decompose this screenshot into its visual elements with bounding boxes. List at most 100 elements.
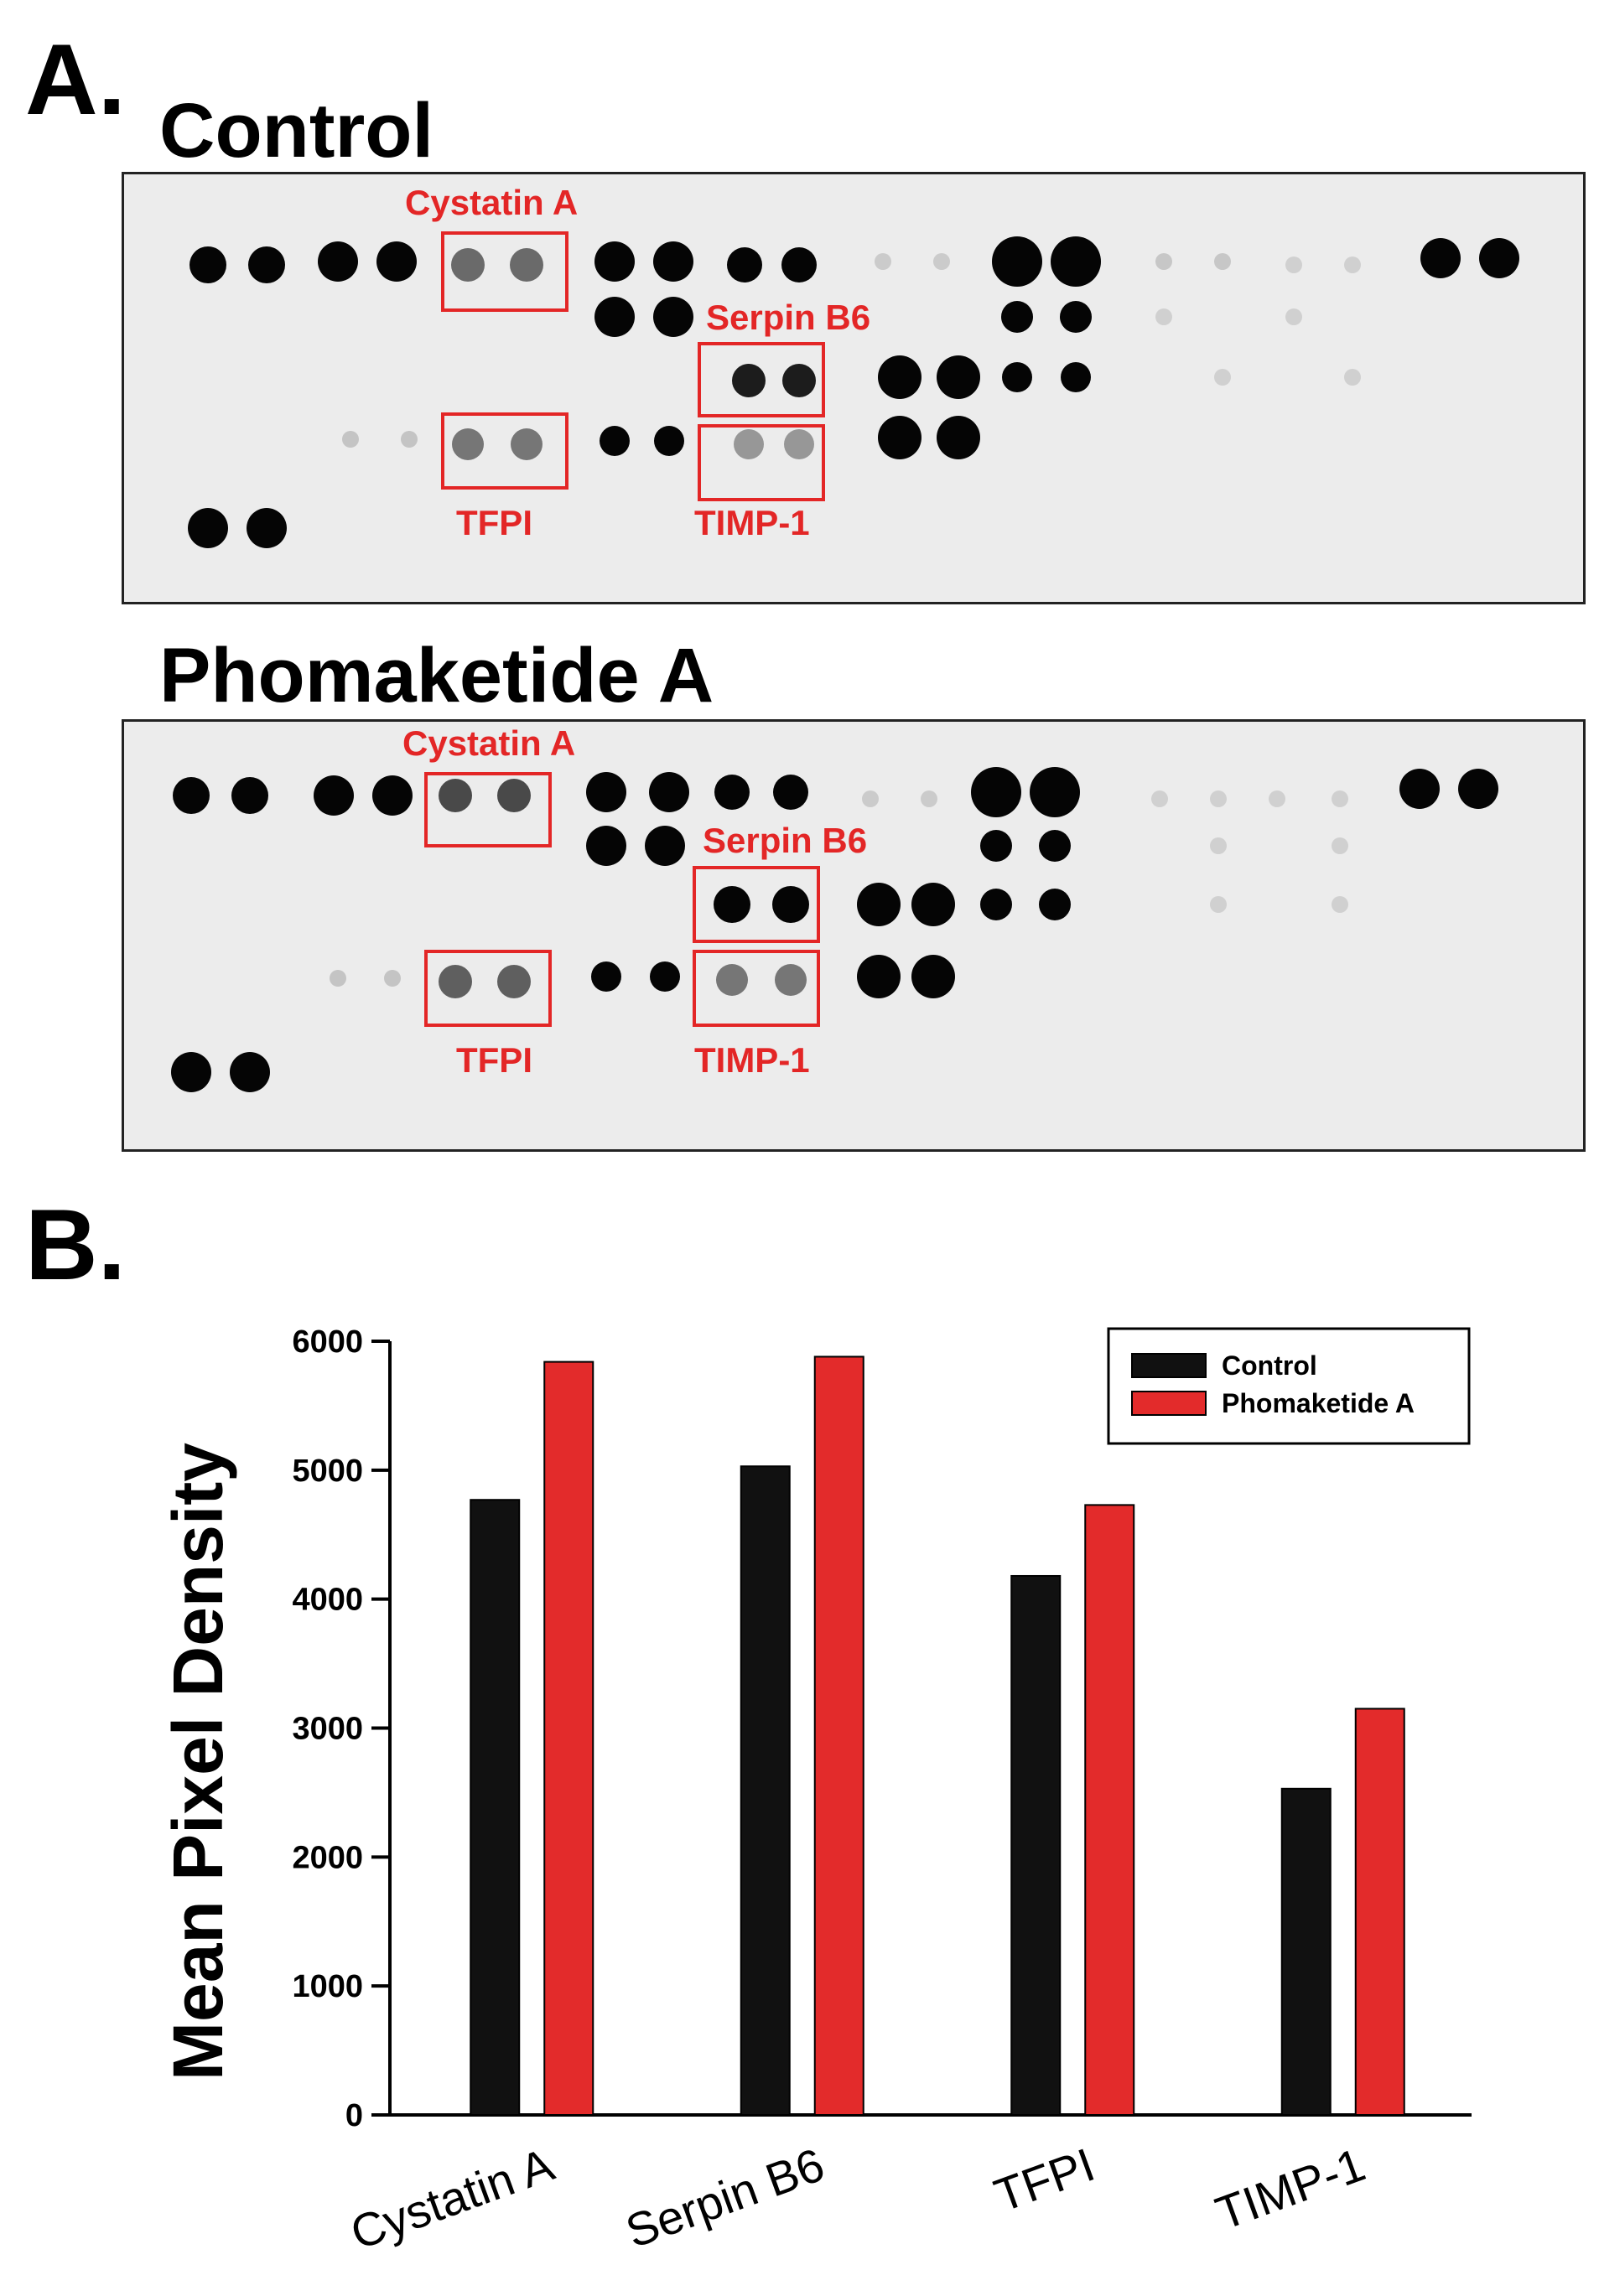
blot-spot <box>714 886 750 923</box>
blot-spot <box>594 297 635 337</box>
bar-phomaketide-a-serpin-b6 <box>813 1355 864 2116</box>
blot-spot <box>231 777 268 814</box>
blot-spot <box>1001 301 1033 333</box>
blot-spot <box>734 429 764 459</box>
blot-spot <box>318 241 358 282</box>
blot-spot <box>1060 301 1092 333</box>
label-cystatin-a: Cystatin A <box>402 723 575 763</box>
y-tick-label: 4000 <box>292 1583 363 1618</box>
blot-spot <box>1210 837 1227 854</box>
blot-spot <box>921 790 937 807</box>
blot-spot <box>1458 769 1498 809</box>
blot-spot <box>342 431 359 448</box>
blot-spot <box>1332 896 1348 913</box>
blot-spot <box>645 826 685 866</box>
blot-spot <box>1344 257 1361 273</box>
label-serpin-b6: Serpin B6 <box>706 298 870 337</box>
blot-spot <box>1002 362 1032 392</box>
blot-spot <box>1332 790 1348 807</box>
blot-spots <box>171 767 1498 1092</box>
blot-spot <box>1214 253 1231 270</box>
blot-spot <box>1210 896 1227 913</box>
blot-spot <box>653 241 693 282</box>
blot-spot <box>878 416 922 459</box>
legend-label: Control <box>1222 1350 1317 1381</box>
blot-spot <box>497 779 531 812</box>
highlight-box-serpin-b6 <box>698 342 825 417</box>
x-tick-label: Cystatin A <box>344 2138 561 2260</box>
blot-spot <box>784 429 814 459</box>
blot-svg-phomaketide-a: Cystatin A Serpin B6 TFPI TIMP-1 <box>171 723 1498 1092</box>
blot-spot <box>510 248 543 282</box>
highlight-box-cystatin-a <box>424 772 552 847</box>
y-tick-label: 2000 <box>292 1840 363 1875</box>
blot-spot <box>1269 790 1285 807</box>
x-tick-label: Serpin B6 <box>619 2138 831 2257</box>
blot-spot <box>1061 362 1091 392</box>
blot-spot <box>1155 253 1172 270</box>
y-tick-label: 0 <box>345 2098 363 2133</box>
blot-spot <box>732 364 766 397</box>
bar-control-cystatin-a <box>470 1499 521 2116</box>
blot-spot <box>980 889 1012 920</box>
blot-spot <box>1214 369 1231 386</box>
blot-spot <box>772 886 809 923</box>
blot-spot <box>773 775 808 810</box>
label-serpin-b6: Serpin B6 <box>703 821 867 860</box>
blot-spot <box>714 775 750 810</box>
bar-chart: Mean Pixel Density 0 1000 2000 3000 4000 5000 6… <box>158 1324 1472 2260</box>
blot-spot <box>1151 790 1168 807</box>
blot-spot <box>401 431 418 448</box>
blot-title-phomaketide-a: Phomaketide A <box>159 633 714 718</box>
blot-spot <box>439 779 472 812</box>
blot-image-phomaketide-a: Cystatin A Serpin B6 TFPI TIMP-1 <box>122 719 1586 1152</box>
y-axis-label: Mean Pixel Density <box>158 1443 237 2081</box>
blot-spot <box>452 428 484 460</box>
blot-spot <box>649 772 689 812</box>
blot-spot <box>372 775 413 816</box>
highlight-box-tfpi <box>441 412 568 490</box>
blot-spot <box>1332 837 1348 854</box>
blot-spot <box>600 426 630 456</box>
blot-spot <box>1479 238 1519 278</box>
blot-spot <box>1210 790 1227 807</box>
legend-swatch <box>1131 1391 1207 1416</box>
y-tick-label: 6000 <box>292 1324 363 1360</box>
blot-spot <box>1051 236 1101 287</box>
blot-spot <box>937 355 980 399</box>
blot-spot <box>1344 369 1361 386</box>
y-tick-label: 3000 <box>292 1712 363 1747</box>
legend-box <box>1107 1327 1471 1445</box>
blot-spot <box>376 241 417 282</box>
blot-spot <box>971 767 1021 817</box>
blot-spot <box>439 965 472 998</box>
blot-image-control: Cystatin A Serpin B6 TFPI TIMP-1 <box>122 172 1586 604</box>
bar-phomaketide-a-cystatin-a <box>543 1360 594 2116</box>
blot-spot <box>1399 769 1440 809</box>
blot-spot <box>716 964 748 996</box>
label-timp-1: TIMP-1 <box>694 1040 810 1080</box>
blot-spot <box>497 965 531 998</box>
blot-title-control: Control <box>159 88 434 174</box>
bar-control-tfpi <box>1010 1574 1062 2116</box>
bar-phomaketide-a-tfpi <box>1084 1504 1135 2116</box>
blot-spot <box>782 364 816 397</box>
highlight-box-cystatin-a <box>441 231 568 312</box>
blot-spot <box>1039 889 1071 920</box>
blot-spot <box>1420 238 1461 278</box>
highlight-box-tfpi <box>424 950 552 1027</box>
blot-spot <box>591 961 621 992</box>
blot-spot <box>980 830 1012 862</box>
bar-control-timp-1 <box>1280 1787 1332 2117</box>
blot-spot <box>586 826 626 866</box>
highlight-box-serpin-b6 <box>693 866 820 943</box>
blot-spot <box>781 247 817 282</box>
blot-spot <box>188 508 228 548</box>
blot-spot <box>330 970 346 987</box>
blot-spot <box>173 777 210 814</box>
blot-spot <box>727 247 762 282</box>
blot-spot <box>586 772 626 812</box>
blot-spot <box>511 428 543 460</box>
legend-label: Phomaketide A <box>1222 1388 1415 1418</box>
blot-spot <box>189 246 226 283</box>
